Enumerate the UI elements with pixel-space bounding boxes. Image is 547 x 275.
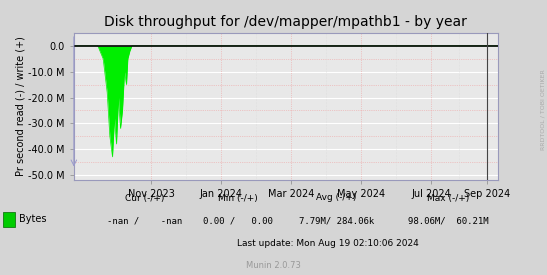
- Title: Disk throughput for /dev/mapper/mpathb1 - by year: Disk throughput for /dev/mapper/mpathb1 …: [104, 15, 467, 29]
- Text: 98.06M/  60.21M: 98.06M/ 60.21M: [408, 217, 489, 226]
- Text: Avg (-/+): Avg (-/+): [316, 194, 357, 202]
- Text: 0.00 /   0.00: 0.00 / 0.00: [203, 217, 273, 226]
- Text: Max (-/+): Max (-/+): [427, 194, 470, 202]
- Text: Last update: Mon Aug 19 02:10:06 2024: Last update: Mon Aug 19 02:10:06 2024: [237, 239, 419, 248]
- Text: RRDTOOL / TOBI OETIKER: RRDTOOL / TOBI OETIKER: [540, 70, 546, 150]
- Text: 7.79M/ 284.06k: 7.79M/ 284.06k: [299, 217, 374, 226]
- Text: -nan /    -nan: -nan / -nan: [107, 217, 183, 226]
- Text: Munin 2.0.73: Munin 2.0.73: [246, 261, 301, 270]
- Text: Bytes: Bytes: [19, 214, 46, 224]
- Y-axis label: Pr second read (-) / write (+): Pr second read (-) / write (+): [15, 37, 25, 177]
- Text: Min (-/+): Min (-/+): [218, 194, 258, 202]
- Text: Cur (-/+): Cur (-/+): [125, 194, 165, 202]
